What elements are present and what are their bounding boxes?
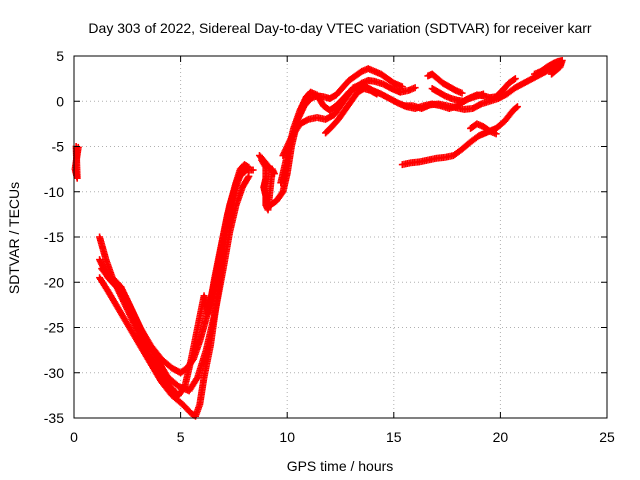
y-tick-label: -15 [44,229,64,245]
points-layer [71,57,566,420]
x-tick-label: 5 [177,429,185,445]
data-point-marker [373,90,381,98]
data-point-marker [511,75,519,83]
y-tick-label: -5 [52,139,65,155]
x-axis-label: GPS time / hours [287,458,394,474]
y-tick-label: 5 [56,48,64,64]
data-point-marker [492,130,500,138]
data-point-marker [458,89,466,97]
y-tick-label: -30 [44,365,64,381]
data-point-marker [510,76,518,84]
y-tick-label: -10 [44,184,64,200]
data-point-marker [249,166,257,174]
data-point-marker [513,103,521,111]
data-point-marker [548,70,556,78]
y-tick-label: -35 [44,410,64,426]
data-point-marker [255,152,263,160]
y-tick-label: -20 [44,274,64,290]
x-tick-label: 20 [493,429,509,445]
y-axis-label: SDTVAR / TECUs [6,182,22,294]
x-tick-label: 10 [279,429,295,445]
data-point-marker [74,143,82,151]
ticks-layer: 0 5 10 15 20 25 5 0 -5 -10 -15 -20 -25 -30 -35 [44,48,615,445]
y-tick-label: -25 [44,320,64,336]
data-point-marker [512,104,520,112]
data-point-marker [257,153,265,161]
data-point-marker [549,69,557,77]
x-tick-label: 25 [599,429,615,445]
x-tick-label: 15 [386,429,402,445]
data-point-marker [193,375,201,383]
chart-title: Day 303 of 2022, Sidereal Day-to-day VTE… [88,20,591,36]
y-tick-label: 0 [56,93,64,109]
data-point-marker [411,84,419,92]
x-tick-label: 0 [70,429,78,445]
data-point-marker [245,172,253,180]
